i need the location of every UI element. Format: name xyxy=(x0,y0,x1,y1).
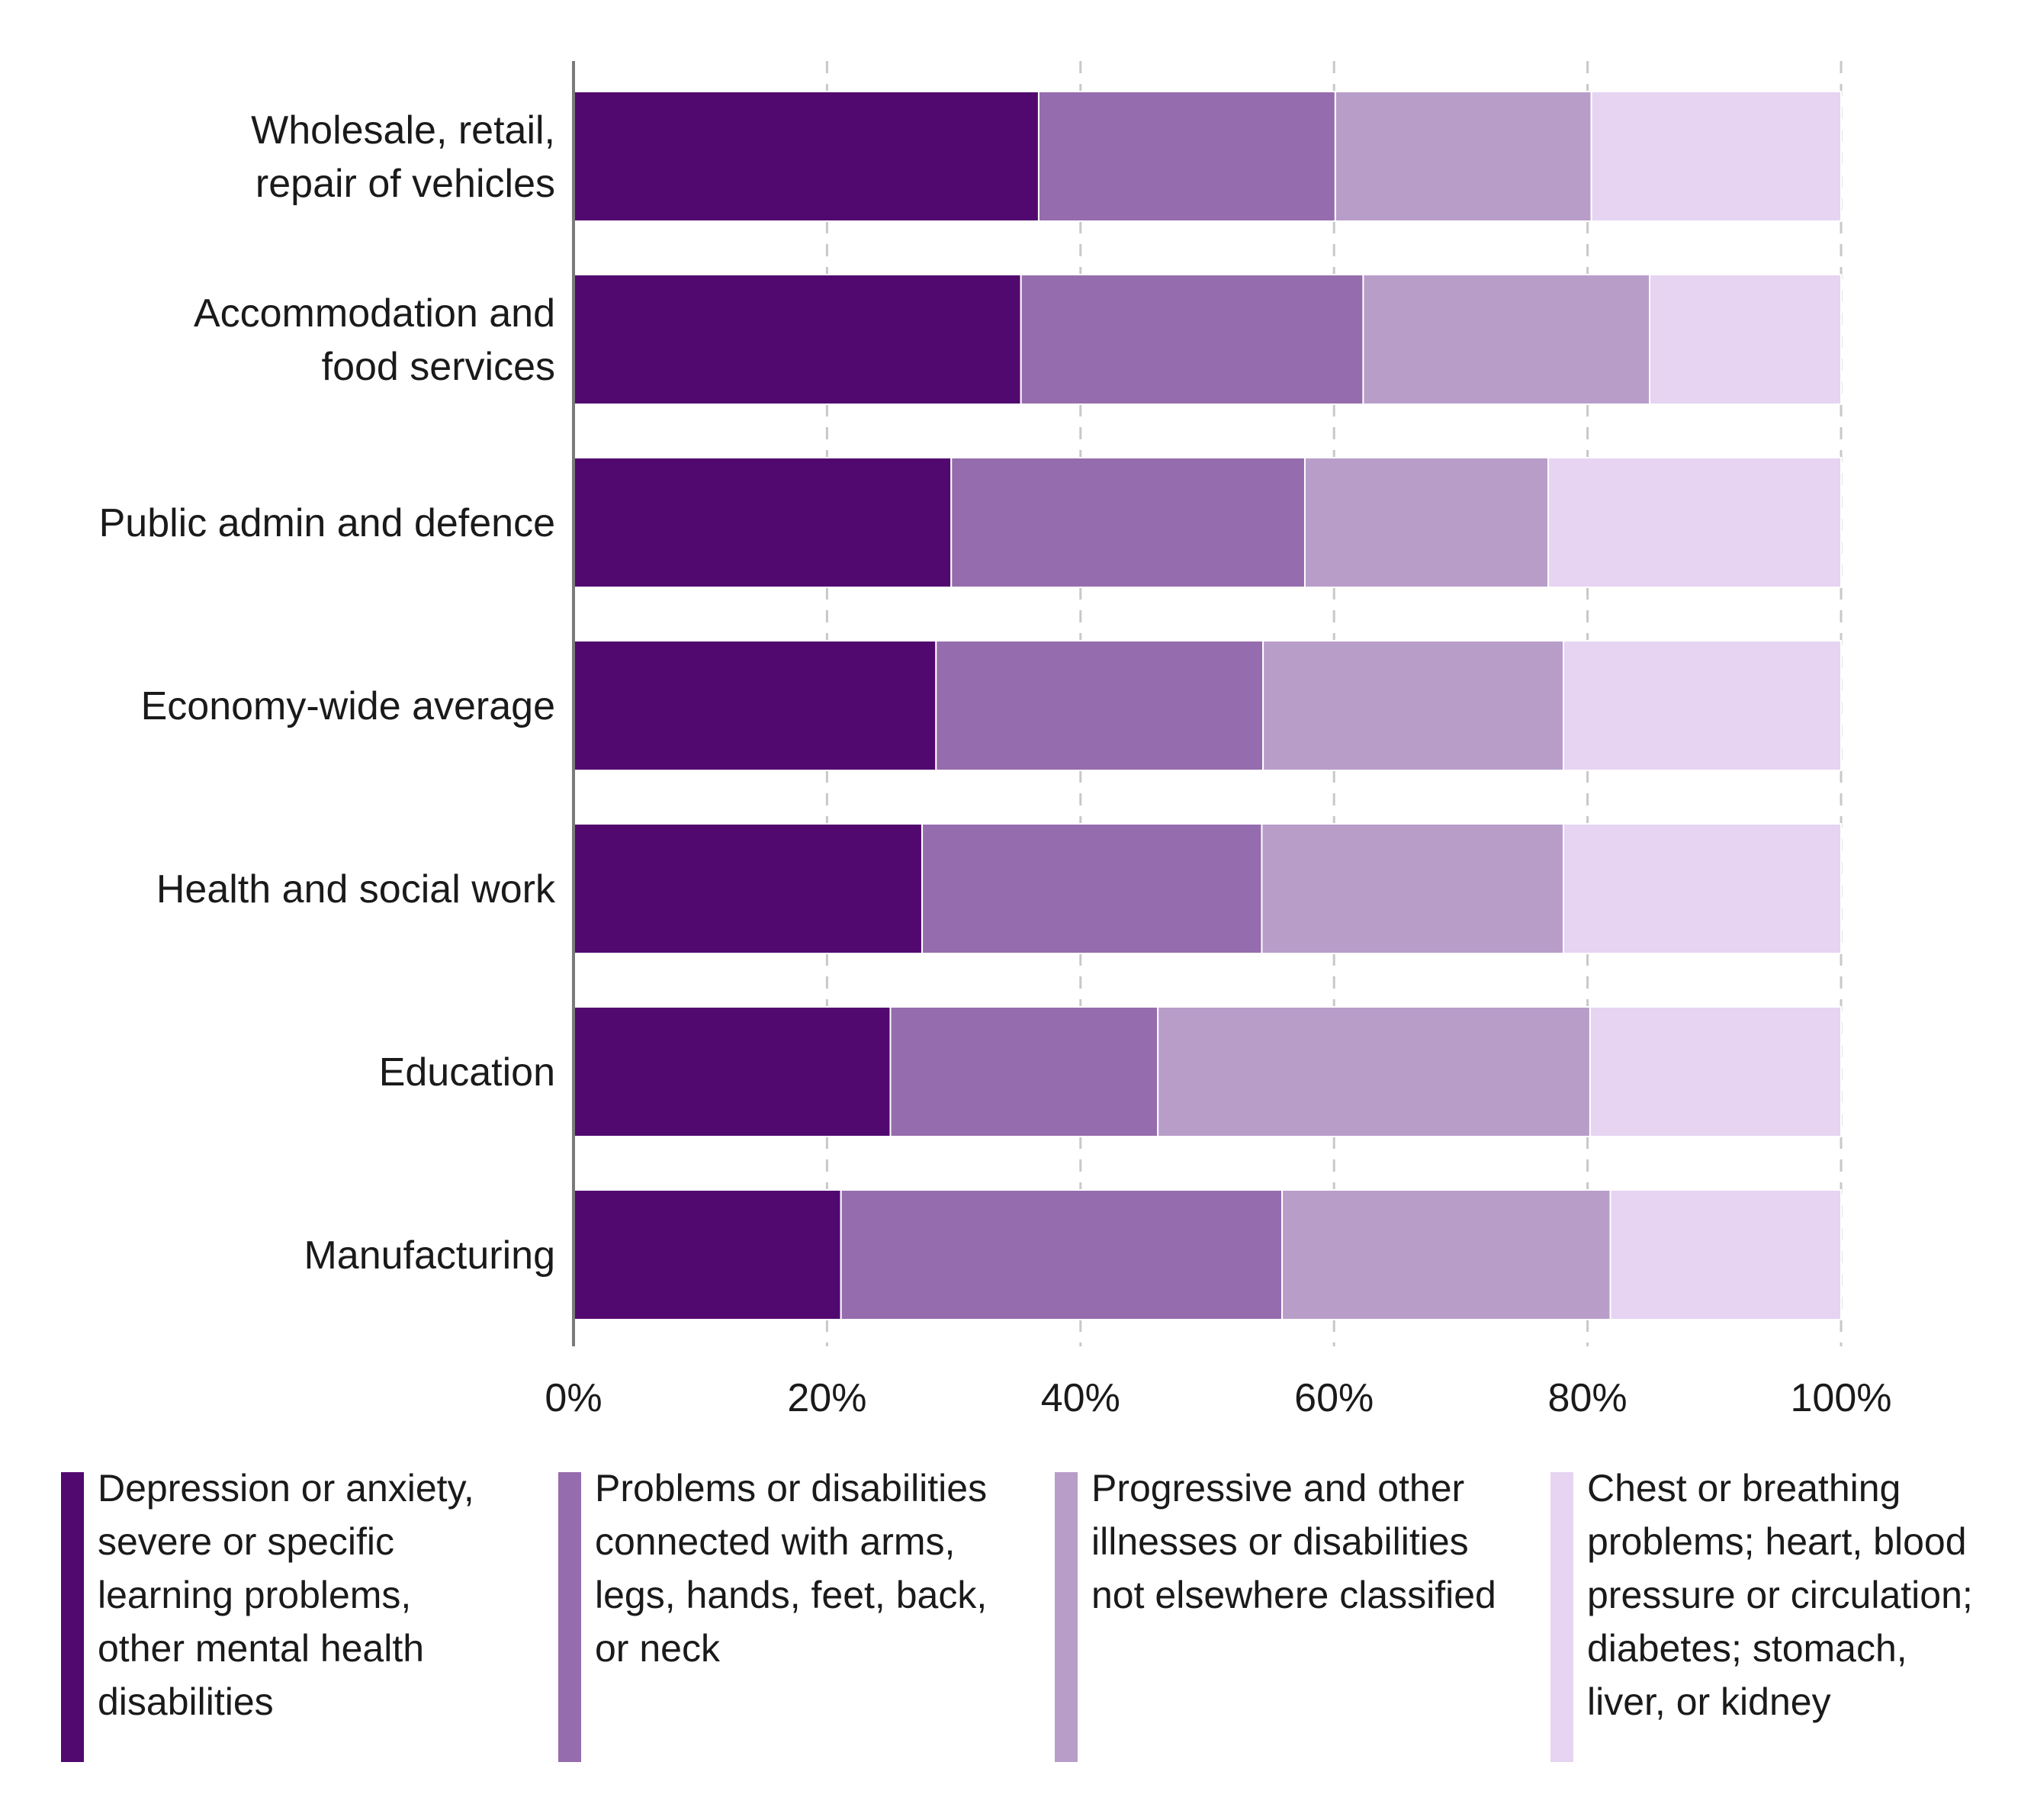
bar-segment xyxy=(1262,640,1565,771)
bar-segment xyxy=(1547,457,1842,588)
bar-segment xyxy=(935,640,1264,771)
bar-segment xyxy=(1037,91,1336,222)
legend-label: Chest or breathing problems; heart, bloo… xyxy=(1587,1467,1973,1723)
x-tick-label: 20% xyxy=(787,1376,866,1420)
bar-segment xyxy=(1261,823,1565,954)
category-label: Education xyxy=(379,1050,555,1095)
bar-segment xyxy=(1020,274,1364,405)
legend: Depression or anxiety, severe or specifi… xyxy=(0,1467,2034,1777)
bar-segment xyxy=(1157,1006,1591,1137)
bar-segment xyxy=(1281,1189,1611,1320)
bar-segment xyxy=(573,457,953,588)
bar-segment xyxy=(1609,1189,1843,1320)
bar-segment xyxy=(889,1006,1159,1137)
category-label: Manufacturing xyxy=(304,1233,555,1278)
bar-segment xyxy=(921,823,1263,954)
bar-segment xyxy=(573,1189,842,1320)
legend-label: Problems or disabilities connected with … xyxy=(595,1467,988,1670)
bar-segment xyxy=(1589,1006,1843,1137)
bar-segment xyxy=(573,274,1022,405)
bar-segment xyxy=(1362,274,1651,405)
x-tick-label: 80% xyxy=(1548,1376,1628,1420)
legend-label: Depression or anxiety, severe or specifi… xyxy=(98,1467,474,1723)
category-labels: Wholesale, retail, repair of vehicles Acco… xyxy=(99,108,556,1278)
legend-swatch xyxy=(1550,1472,1573,1762)
bar-segment xyxy=(573,91,1039,222)
bar-segment xyxy=(1563,640,1842,771)
chart: Wholesale, retail, repair of vehicles Acco… xyxy=(99,61,1892,1420)
bar-segment xyxy=(840,1189,1284,1320)
bar-segment xyxy=(1649,274,1843,405)
x-tick-label: 0% xyxy=(545,1376,602,1420)
legend-swatch xyxy=(1055,1472,1078,1762)
category-label: Wholesale, retail, repair of vehicles xyxy=(251,108,555,206)
legend-swatch xyxy=(61,1472,84,1762)
category-label: Health and social work xyxy=(156,867,556,912)
bar-segment xyxy=(573,823,924,954)
bar-segment xyxy=(950,457,1306,588)
bar-segment xyxy=(573,1006,892,1137)
legend-swatch xyxy=(558,1472,581,1762)
category-label: Economy-wide average xyxy=(141,684,555,728)
x-tick-label: 40% xyxy=(1041,1376,1120,1420)
bar-segment xyxy=(1590,91,1842,222)
category-label: Accommodation and food services xyxy=(194,291,555,389)
bar-segment xyxy=(1563,823,1842,954)
x-tick-label: 60% xyxy=(1294,1376,1374,1420)
bar-segment xyxy=(573,640,937,771)
bar-segment xyxy=(1334,91,1592,222)
bars xyxy=(573,91,1843,1320)
legend-label: Progressive and other illnesses or disab… xyxy=(1091,1467,1496,1616)
category-label: Public admin and defence xyxy=(99,501,555,545)
x-tick-label: 100% xyxy=(1791,1376,1892,1420)
x-tick-labels: 0% 20% 40% 60% 80% 100% xyxy=(545,1376,1891,1420)
bar-segment xyxy=(1303,457,1550,588)
